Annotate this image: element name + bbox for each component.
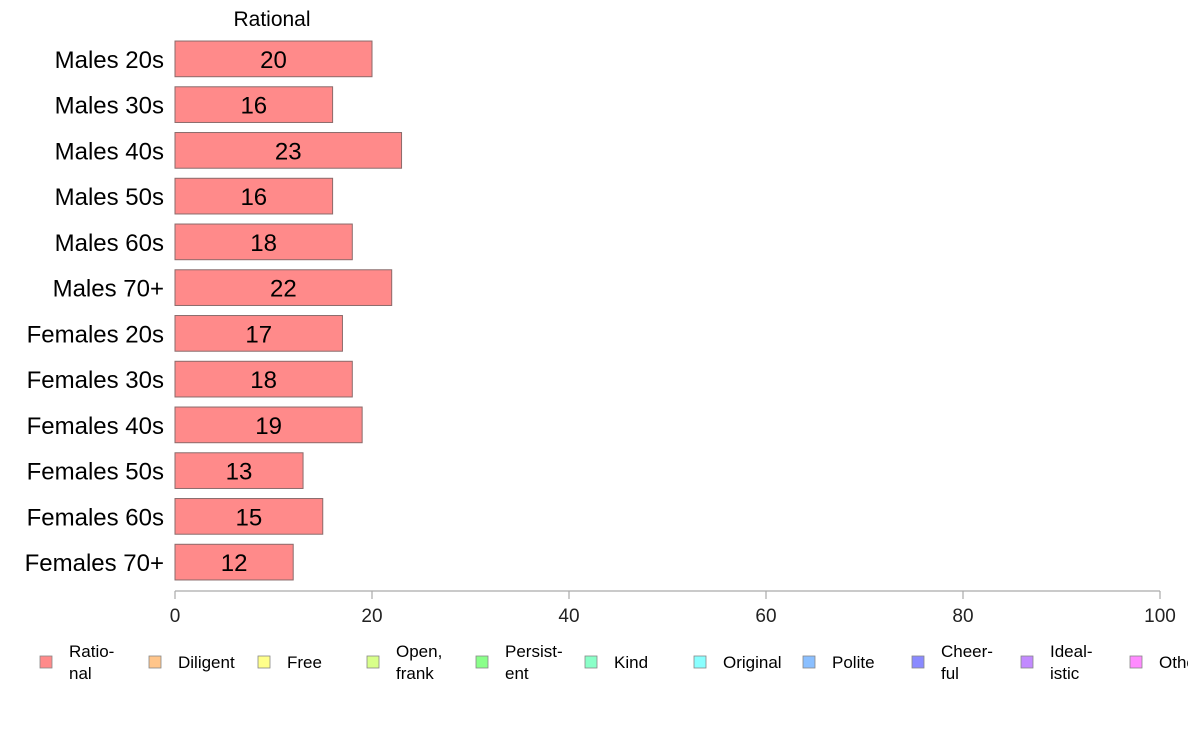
- bar: [174, 360, 353, 398]
- legend-label: ent: [505, 664, 529, 683]
- category-label: Females 40s: [27, 413, 164, 440]
- bar-value-label: 16: [240, 93, 267, 120]
- legend-swatch: [1020, 655, 1034, 669]
- legend-swatch: [911, 655, 925, 669]
- category-label: Females 50s: [27, 459, 164, 486]
- legend-swatch: [693, 655, 707, 669]
- category-label: Males 60s: [55, 230, 164, 257]
- bar: [174, 498, 324, 535]
- legend-swatch: [1129, 655, 1143, 669]
- bar-value-label: 18: [250, 230, 277, 257]
- legend-label: nal: [69, 664, 92, 683]
- legend-label: istic: [1050, 664, 1080, 683]
- category-label: Males 70+: [53, 276, 164, 303]
- legend-label: Polite: [832, 653, 875, 672]
- bar: [174, 132, 403, 169]
- x-tick-label: 100: [1144, 606, 1176, 627]
- x-tick-label: 40: [558, 606, 579, 627]
- bar: [174, 315, 343, 352]
- category-label: Females 30s: [27, 367, 164, 394]
- legend-swatch: [366, 655, 380, 669]
- legend-label: Other: [1159, 653, 1188, 672]
- legend-label: Persist-: [505, 642, 563, 661]
- chart-title: Rational: [233, 8, 310, 31]
- x-axis: 0 20 40 60 80 100: [170, 590, 1176, 627]
- bar-value-label: 17: [245, 321, 272, 348]
- legend-label: Original: [723, 653, 782, 672]
- legend-label: Kind: [614, 653, 648, 672]
- bar-value-label: 18: [250, 367, 277, 394]
- legend-label: frank: [396, 664, 434, 683]
- bar: [174, 406, 363, 444]
- legend-label: Diligent: [178, 653, 235, 672]
- x-tick-label: 0: [170, 606, 181, 627]
- bar: [174, 177, 334, 215]
- legend-swatch: [257, 655, 271, 669]
- bar: [174, 543, 294, 581]
- bar-value-label: 19: [255, 413, 282, 440]
- bar-value-label: 15: [236, 504, 263, 531]
- x-tick-label: 80: [952, 606, 973, 627]
- bar-value-label: 16: [240, 184, 267, 211]
- legend-swatch: [584, 655, 598, 669]
- bars-group: 20 Males 20s 16 Males 30s 23 Males 40s 16 Males…: [25, 40, 403, 581]
- bar: [174, 269, 393, 306]
- legend-label: Cheer-: [941, 642, 993, 661]
- x-tick-label: 60: [755, 606, 776, 627]
- x-tick-label: 20: [361, 606, 382, 627]
- category-label: Males 30s: [55, 93, 164, 120]
- legend-label: Ratio-: [69, 642, 114, 661]
- bar-value-label: 23: [275, 138, 302, 165]
- category-label: Males 40s: [55, 138, 164, 165]
- category-label: Females 60s: [27, 504, 164, 531]
- legend-swatch: [475, 655, 489, 669]
- bar: [174, 40, 373, 78]
- category-label: Males 50s: [55, 184, 164, 211]
- legend-label: Open,: [396, 642, 442, 661]
- category-label: Females 70+: [25, 550, 164, 577]
- legend-label: ful: [941, 664, 959, 683]
- bar: [174, 86, 334, 123]
- category-label: Females 20s: [27, 321, 164, 348]
- legend-label: Ideal-: [1050, 642, 1093, 661]
- legend: Ratio-nal Diligent Free Open, frank Persist-e…: [39, 642, 1188, 683]
- bar-value-label: 12: [221, 550, 248, 577]
- legend-swatch: [802, 655, 816, 669]
- legend-label: Free: [287, 653, 322, 672]
- bar: [174, 452, 304, 489]
- bar-value-label: 13: [226, 459, 253, 486]
- legend-swatch: [148, 655, 162, 669]
- bar-value-label: 22: [270, 276, 297, 303]
- bar: [174, 223, 353, 261]
- category-label: Males 20s: [55, 47, 164, 74]
- legend-swatch: [39, 655, 53, 669]
- bar-value-label: 20: [260, 47, 287, 74]
